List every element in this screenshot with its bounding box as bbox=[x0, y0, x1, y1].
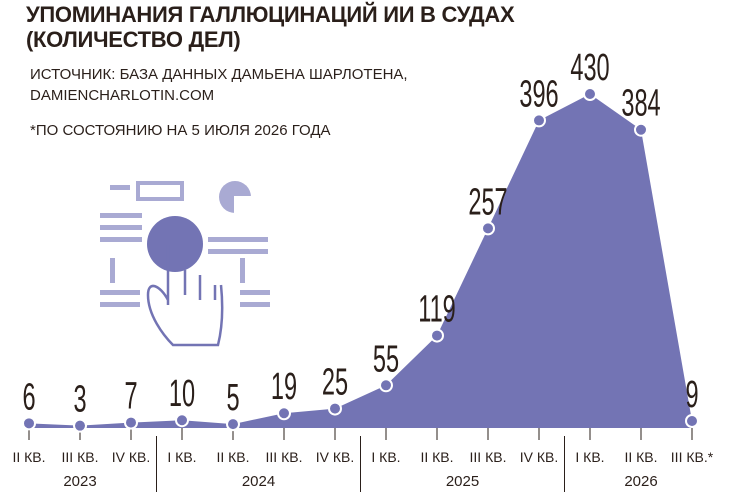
value-label-group: 7 bbox=[124, 374, 137, 417]
value-label-group: 119 bbox=[418, 287, 456, 330]
value-label: 5 bbox=[226, 375, 239, 418]
point bbox=[532, 113, 546, 128]
illustration bbox=[100, 181, 270, 347]
x-tick-label: III КВ. bbox=[62, 449, 99, 465]
point bbox=[328, 401, 342, 416]
point bbox=[226, 417, 240, 432]
x-tick-label: I КВ. bbox=[167, 449, 196, 465]
point bbox=[175, 413, 189, 428]
x-tick-label: IV КВ. bbox=[112, 449, 151, 465]
x-tick-label: III КВ.* bbox=[671, 449, 714, 465]
year-label: 2026 bbox=[624, 473, 657, 490]
value-label-group: 384 bbox=[621, 81, 660, 124]
value-label: 7 bbox=[124, 374, 137, 417]
point bbox=[583, 87, 597, 101]
x-tick-label: III КВ. bbox=[470, 449, 507, 465]
note: *ПО СОСТОЯНИЮ НА 5 ИЮЛЯ 2026 ГОДА bbox=[30, 122, 331, 139]
year-label: 2023 bbox=[63, 473, 96, 490]
chart-title: УПОМИНАНИЯ ГАЛЛЮЦИНАЦИЙ ИИ В СУДАХ (КОЛИ… bbox=[26, 2, 515, 52]
value-label: 6 bbox=[22, 374, 35, 417]
value-label: 396 bbox=[519, 72, 558, 115]
value-label: 384 bbox=[621, 81, 660, 124]
value-label-group: 5 bbox=[226, 375, 239, 418]
value-label-group: 9 bbox=[685, 372, 698, 415]
x-tick-label: II КВ. bbox=[12, 449, 45, 465]
value-label: 19 bbox=[271, 364, 297, 407]
point bbox=[481, 221, 495, 236]
x-tick-label: IV КВ. bbox=[520, 449, 559, 465]
x-tick-label: I КВ. bbox=[371, 449, 400, 465]
year-label: 2024 bbox=[242, 473, 275, 490]
value-label: 257 bbox=[468, 180, 507, 223]
point bbox=[634, 122, 648, 137]
area bbox=[29, 94, 692, 428]
value-label: 3 bbox=[73, 377, 86, 420]
point bbox=[685, 414, 699, 429]
value-label-group: 430 bbox=[570, 45, 609, 88]
point bbox=[73, 418, 87, 433]
x-tick-label: II КВ. bbox=[216, 449, 249, 465]
value-label: 430 bbox=[570, 45, 609, 88]
x-tick-label: I КВ. bbox=[575, 449, 604, 465]
source: ИСТОЧНИК: БАЗА ДАННЫХ ДАМЬЕНА ШАРЛОТЕНА,… bbox=[30, 66, 408, 104]
value-label: 55 bbox=[373, 336, 399, 379]
value-label-group: 396 bbox=[519, 72, 558, 115]
value-label-group: 55 bbox=[373, 336, 399, 379]
x-tick-label: III КВ. bbox=[266, 449, 303, 465]
value-label: 10 bbox=[169, 371, 195, 414]
value-label: 25 bbox=[322, 360, 348, 403]
point bbox=[22, 416, 36, 431]
value-label-group: 19 bbox=[271, 364, 297, 407]
value-label-group: 3 bbox=[73, 377, 86, 420]
x-tick-label: II КВ. bbox=[420, 449, 453, 465]
value-label: 119 bbox=[418, 287, 456, 330]
value-label: 9 bbox=[685, 372, 698, 415]
value-label-group: 6 bbox=[22, 374, 35, 417]
point bbox=[430, 328, 444, 343]
point bbox=[124, 415, 138, 430]
x-tick-label: II КВ. bbox=[624, 449, 657, 465]
value-label-group: 10 bbox=[169, 371, 195, 414]
value-label-group: 25 bbox=[322, 360, 348, 403]
point bbox=[379, 378, 393, 393]
value-label-group: 257 bbox=[468, 180, 507, 223]
point bbox=[277, 406, 291, 421]
year-label: 2025 bbox=[446, 473, 479, 490]
x-tick-label: IV КВ. bbox=[316, 449, 355, 465]
